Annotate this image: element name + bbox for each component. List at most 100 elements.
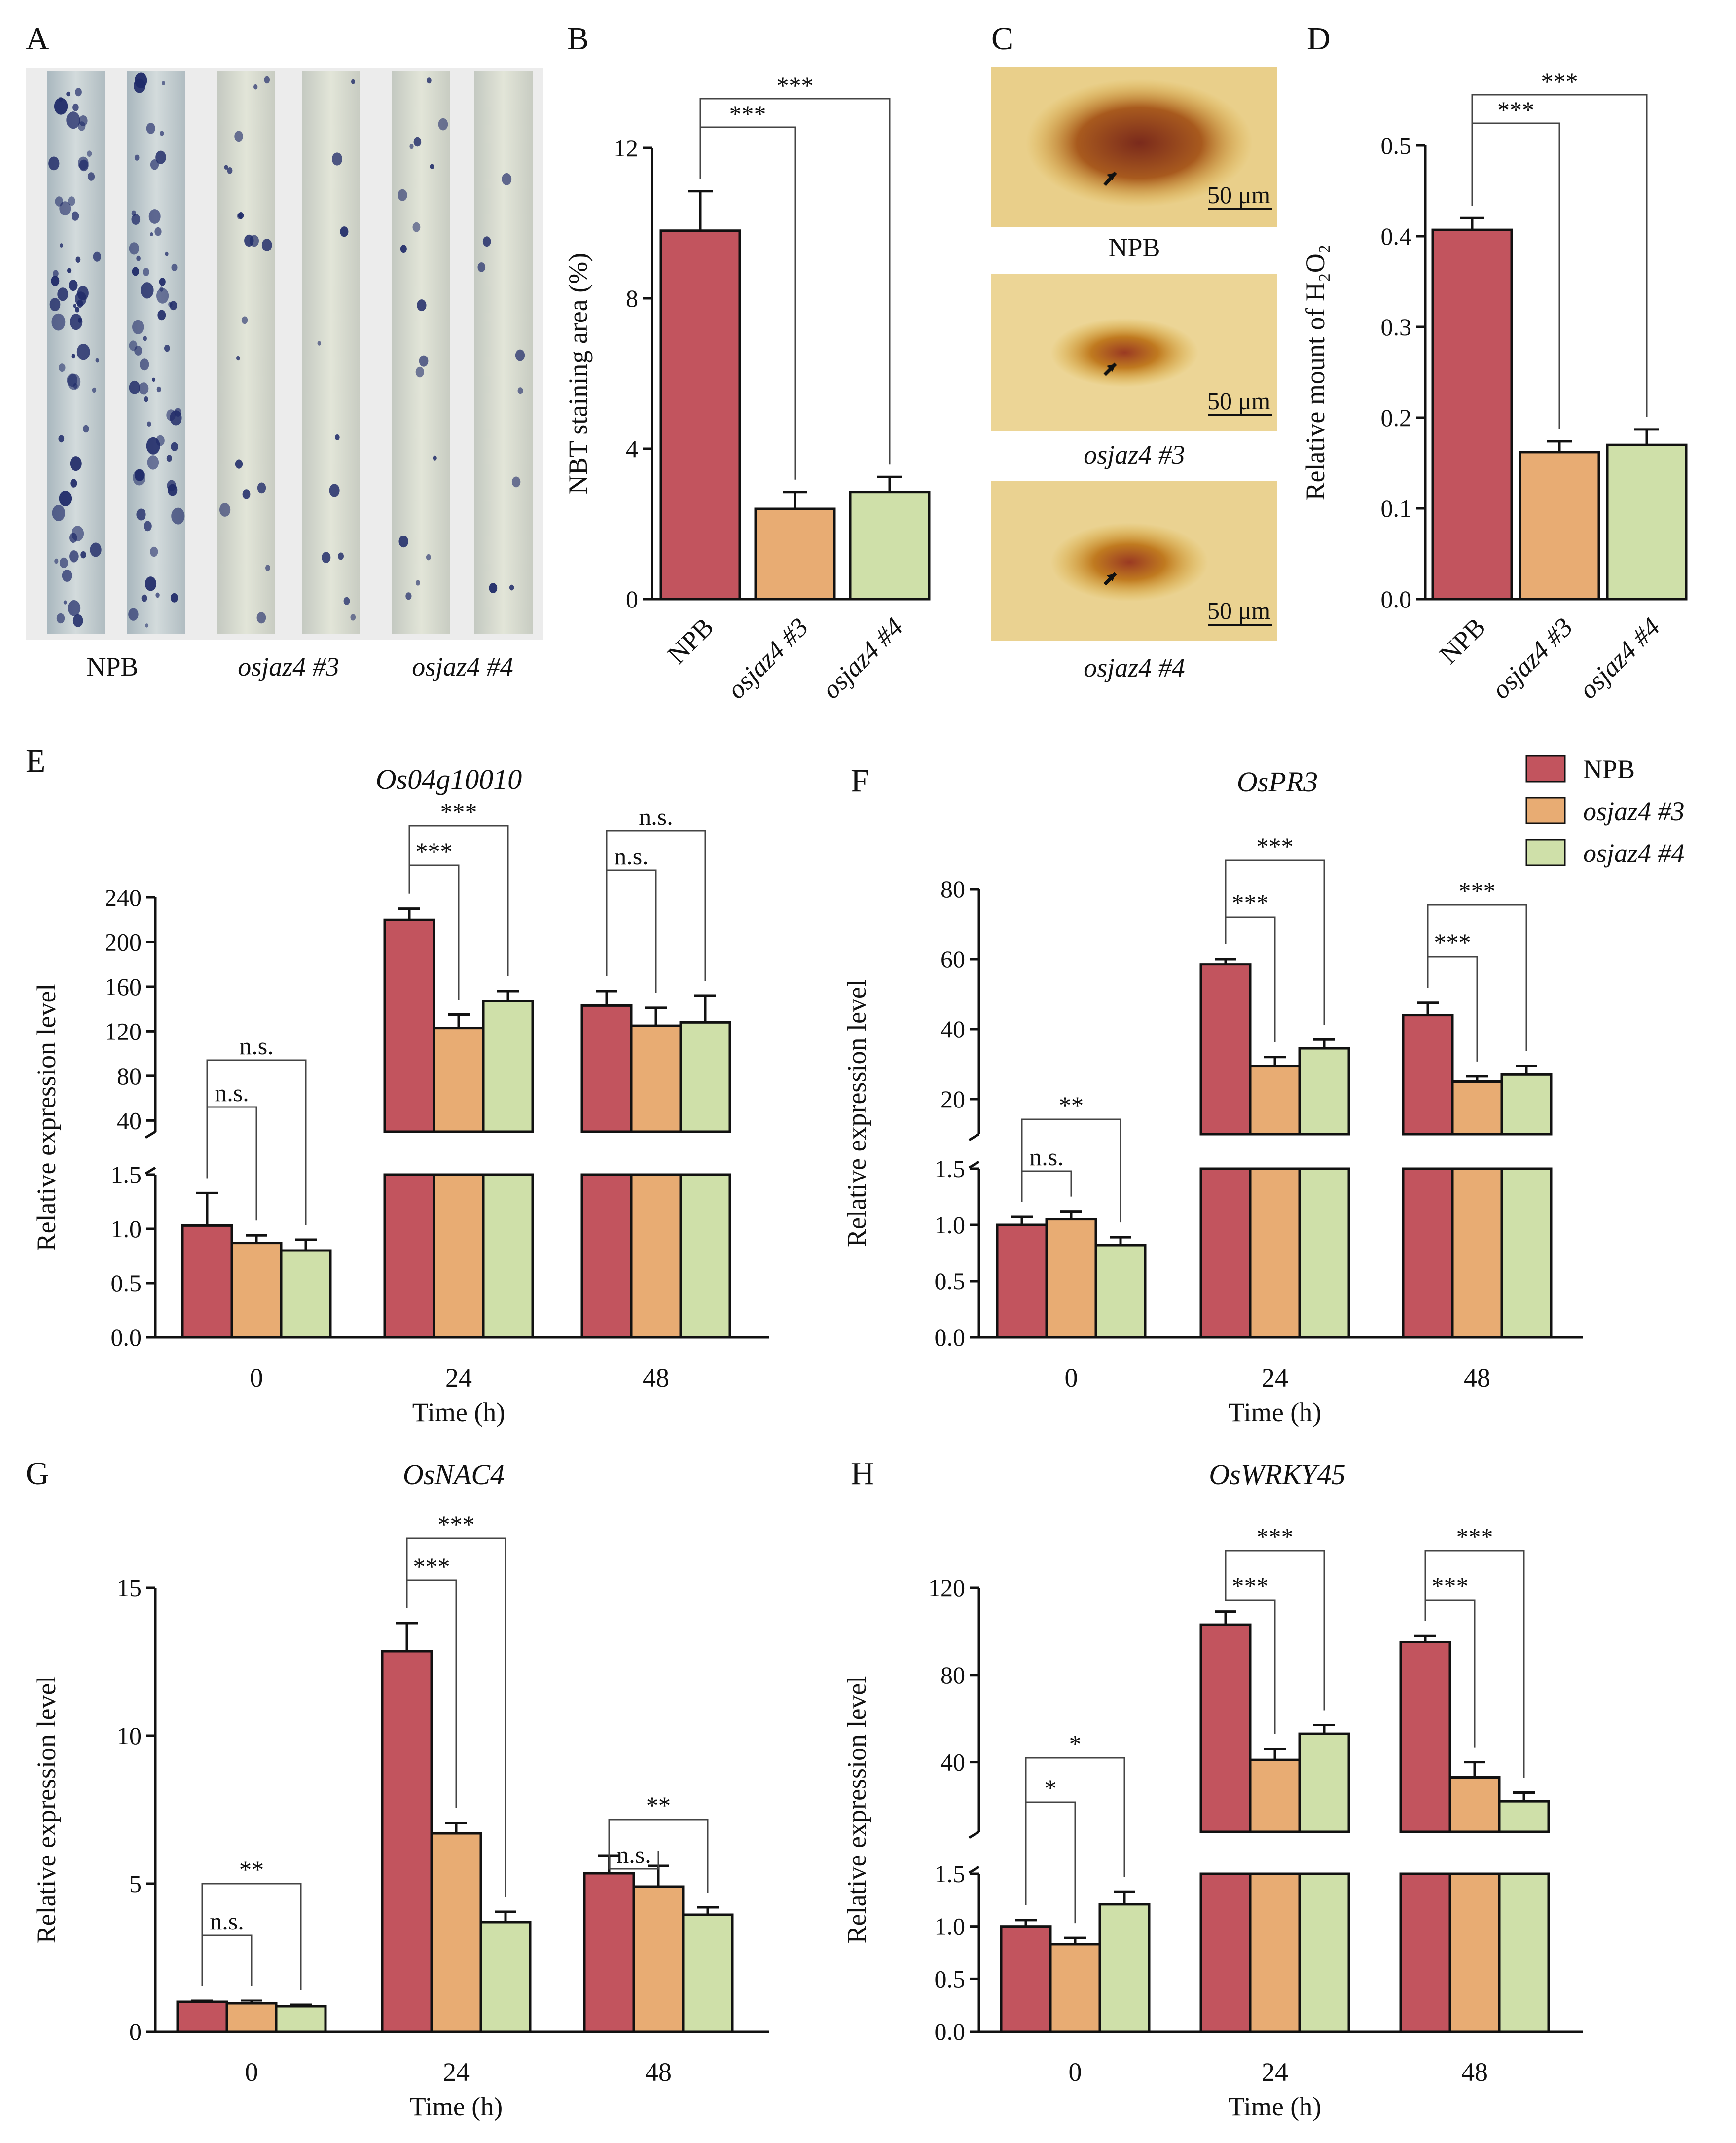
nbt-spot — [265, 565, 270, 571]
legend-swatch-osjaz4-3 — [1525, 797, 1566, 824]
nbt-spot — [317, 341, 321, 346]
x-tick-label: 0 — [245, 2057, 258, 2087]
x-tick-label: osjaz4 #3 — [722, 612, 814, 705]
y-tick-label: 12 — [614, 134, 638, 162]
nbt-spot — [136, 508, 146, 521]
arrow-npb-head — [1107, 173, 1116, 180]
significance-label: ** — [1059, 1091, 1084, 1119]
nbt-spot — [53, 270, 59, 277]
nbt-spot — [150, 159, 159, 170]
nbt-spot — [145, 623, 149, 628]
significance-bracket — [608, 1819, 709, 1893]
y-tick-label: 20 — [940, 1085, 965, 1113]
bar-osjaz4-3 — [1249, 1065, 1301, 1136]
x-axis-title: Time (h) — [410, 2092, 503, 2121]
y-axis-title: Relative mount of H₂O₂ — [1301, 244, 1330, 500]
x-tick-label: osjaz4 #3 — [1486, 612, 1579, 705]
y-tick-label: 40 — [117, 1107, 142, 1134]
bar-osjaz4-3-lower — [630, 1173, 682, 1339]
nbt-spot — [131, 214, 141, 225]
significance-label: *** — [729, 100, 766, 128]
nbt-spot — [141, 282, 154, 299]
bar-npb-lower — [383, 1173, 435, 1339]
y-tick-label: 1.5 — [935, 1155, 966, 1182]
bar-osjaz4-3-lower — [433, 1173, 485, 1339]
bar-npb — [1000, 1925, 1052, 2033]
nbt-spot — [235, 459, 243, 469]
x-axis-title: Time (h) — [412, 1397, 506, 1427]
significance-label: *** — [440, 798, 477, 825]
nbt-spot — [87, 172, 95, 181]
y-tick-label: 10 — [117, 1722, 142, 1750]
significance-bracket — [1471, 94, 1648, 417]
nbt-spot — [237, 213, 242, 219]
bar-osjaz4-4 — [479, 1921, 532, 2033]
bar-npb — [181, 1224, 233, 1339]
nbt-spot — [58, 435, 65, 443]
nbt-spot — [75, 256, 81, 263]
legend-label-osjaz4-4: osjaz4 #4 — [1583, 838, 1685, 868]
significance-bracket — [206, 1106, 257, 1221]
x-tick-label: 24 — [1262, 2057, 1288, 2087]
scale-bar-osjaz4-4: 50 μm — [1207, 597, 1270, 624]
nbt-spot — [70, 456, 82, 471]
x-tick-label: 24 — [445, 1363, 472, 1393]
significance-label: *** — [1432, 1572, 1469, 1600]
significance-label: n.s. — [614, 842, 648, 870]
x-tick-label: 0 — [250, 1363, 263, 1393]
nbt-spot — [147, 455, 159, 470]
bar-osjaz4-4 — [682, 1913, 734, 2033]
nbt-spot — [147, 421, 151, 427]
bar-osjaz4-3-lower — [1249, 1167, 1301, 1339]
nbt-spot — [433, 455, 437, 461]
bar-osjaz4-4 — [280, 1249, 332, 1339]
significance-label: *** — [1232, 1572, 1269, 1600]
y-tick-label: 80 — [940, 875, 965, 903]
y-tick-label: 5 — [129, 1870, 142, 1897]
x-axis-title: Time (h) — [1229, 2092, 1322, 2121]
bar-npb — [383, 918, 435, 1133]
nbt-spot — [502, 173, 512, 185]
significance-bracket — [1225, 1597, 1276, 1735]
nbt-spot — [224, 165, 228, 170]
nbt-spot — [155, 150, 166, 164]
nbt-spot — [409, 144, 414, 149]
y-tick-label: 0.0 — [111, 1323, 142, 1351]
nbt-spot — [322, 552, 331, 563]
nbt-spot — [68, 600, 81, 616]
nbt-spot — [71, 526, 84, 541]
nbt-spot — [489, 583, 498, 593]
nbt-spot — [419, 355, 429, 367]
significance-bracket — [1025, 1757, 1125, 1905]
x-axis-title: Time (h) — [1229, 1397, 1322, 1427]
x-tick-label: 24 — [1262, 1363, 1288, 1393]
chart-b: 0 4 8 12 NBT staining area (%) NPB osjaz4 #3 os… — [563, 71, 931, 705]
nbt-spot — [78, 156, 89, 170]
bar-osjaz4-4 — [1298, 1047, 1350, 1136]
significance-label: ** — [239, 1856, 264, 1883]
x-tick-label: 0 — [1069, 2057, 1082, 2087]
chart-d: 0.0 0.1 0.2 0.3 0.4 0.5 Relative mount of H₂O₂… — [1301, 68, 1688, 705]
nbt-spot — [165, 251, 169, 256]
y-tick-label: 40 — [940, 1015, 965, 1043]
nbt-spot — [398, 189, 407, 201]
bar-npb — [659, 229, 741, 601]
nbt-spot — [219, 503, 231, 517]
nbt-spot — [70, 314, 83, 330]
nbt-spot — [71, 211, 79, 221]
bar-osjaz4-4-lower — [482, 1173, 534, 1339]
nbt-spot — [405, 592, 412, 600]
bar-osjaz4-3-lower — [1451, 1167, 1503, 1339]
nbt-spot — [144, 396, 148, 402]
nbt-spot — [75, 307, 80, 313]
chart-title: OsPR3 — [1237, 766, 1318, 798]
significance-label: * — [1045, 1774, 1057, 1802]
y-tick-label: 1.5 — [935, 1860, 966, 1888]
y-axis-title: NBT staining area (%) — [563, 253, 593, 494]
nbt-spot — [145, 576, 157, 591]
bar-npb-lower — [1199, 1872, 1252, 2033]
nbt-spot — [340, 226, 349, 237]
micrograph-label-osjaz4-4: osjaz4 #4 — [1084, 653, 1185, 682]
nbt-spot — [417, 299, 427, 312]
